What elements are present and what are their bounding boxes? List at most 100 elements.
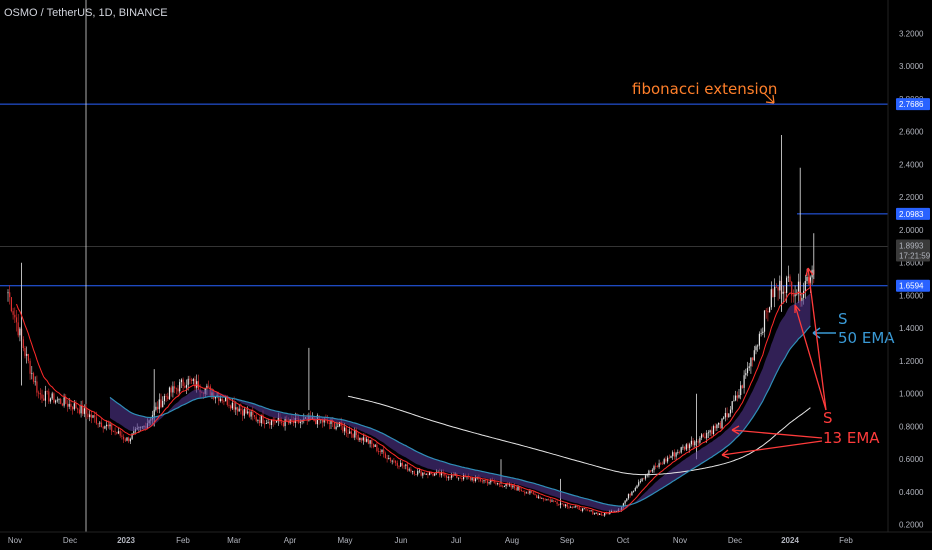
candle-body: [786, 277, 788, 293]
candle-body: [410, 469, 412, 472]
candle-body: [729, 409, 732, 414]
candle-body: [15, 317, 18, 323]
candle-body: [721, 418, 723, 429]
candle-body: [112, 431, 114, 433]
candle-body: [585, 508, 587, 510]
price-tick-label: 1.6000: [899, 291, 924, 300]
candle-body: [89, 414, 91, 418]
candle-body: [282, 422, 284, 427]
candle-body: [393, 460, 395, 462]
candle-body: [643, 478, 645, 480]
candle-body: [335, 426, 337, 430]
candle-body: [400, 462, 402, 467]
candle-body: [371, 440, 373, 445]
candle-body: [388, 457, 390, 459]
candle-body: [49, 398, 52, 402]
candle-body: [638, 482, 640, 486]
candle-body: [490, 480, 492, 483]
candle-body: [48, 391, 50, 402]
candle-body: [29, 360, 31, 374]
candle-body: [726, 413, 728, 418]
candle-body: [228, 404, 230, 406]
candle-body: [366, 438, 368, 442]
candle-body: [741, 385, 743, 388]
candle-body: [471, 478, 473, 480]
candle-body: [12, 311, 14, 315]
candle-body: [63, 397, 65, 406]
candle-body: [65, 397, 67, 404]
candle-body: [440, 472, 443, 476]
candle-body: [728, 413, 730, 418]
candle-body: [459, 477, 461, 479]
candle-body: [522, 491, 524, 492]
candle-body: [83, 408, 86, 414]
candle-body: [131, 433, 133, 439]
candle-body: [250, 411, 252, 417]
candle-body: [184, 385, 186, 388]
candle-body: [231, 402, 233, 409]
candle-body: [684, 446, 686, 450]
time-tick-label: Nov: [8, 536, 22, 545]
candle-body: [508, 484, 511, 486]
candle-body: [418, 470, 420, 472]
candle-body: [379, 451, 381, 453]
candle-body: [595, 512, 597, 514]
candle-body: [804, 281, 806, 291]
candle-body: [281, 421, 283, 423]
candle-body: [369, 440, 371, 444]
candle-body: [34, 381, 36, 383]
candle-body: [724, 413, 726, 418]
candle-body: [180, 379, 182, 383]
candle-body: [395, 460, 397, 463]
level-price-tag: [896, 98, 930, 111]
candle-body: [56, 399, 58, 401]
candle-body: [100, 422, 103, 428]
candle-body: [757, 345, 759, 347]
candle-body: [563, 504, 565, 507]
candle-body: [480, 479, 482, 481]
candle-body: [670, 456, 672, 458]
candle-body: [736, 395, 738, 398]
candle-body: [167, 396, 169, 400]
candle-body: [406, 464, 409, 471]
white-moving-average: [347, 395, 811, 476]
candle-body: [114, 431, 116, 433]
time-tick-label: Nov: [673, 536, 687, 545]
candle-body: [534, 494, 536, 496]
time-tick-label: Oct: [617, 536, 630, 545]
candle-body: [157, 406, 159, 410]
candle-body: [384, 453, 386, 459]
price-tick-label: 3.2000: [899, 29, 924, 38]
candle-body: [612, 510, 614, 513]
candle-body: [425, 474, 427, 475]
candle-body: [70, 403, 72, 407]
candle-body: [286, 418, 288, 422]
ema13-arrow-icon: [805, 267, 827, 411]
candle-body: [571, 507, 573, 508]
candle-body: [422, 472, 424, 476]
candle-body: [381, 449, 383, 452]
ema13-label: 13 EMA: [823, 429, 880, 447]
candle-body: [73, 403, 75, 410]
candle-body: [578, 507, 580, 510]
candle-body: [466, 476, 468, 478]
candle-body: [160, 399, 162, 408]
candle-body: [803, 290, 805, 298]
candle-body: [444, 473, 446, 476]
candle-body: [689, 444, 691, 449]
candle-body: [474, 478, 477, 482]
candle-body: [333, 422, 335, 430]
candle-body: [242, 410, 244, 416]
candle-body: [495, 482, 497, 484]
candle-body: [117, 431, 120, 434]
candle-body: [99, 422, 101, 424]
candle-body: [354, 430, 356, 438]
candle-body: [51, 393, 53, 399]
candle-body: [554, 500, 556, 502]
time-tick-label: Dec: [728, 536, 742, 545]
candle-body: [174, 386, 176, 389]
candle-body: [328, 422, 330, 424]
candle-body: [631, 491, 633, 496]
